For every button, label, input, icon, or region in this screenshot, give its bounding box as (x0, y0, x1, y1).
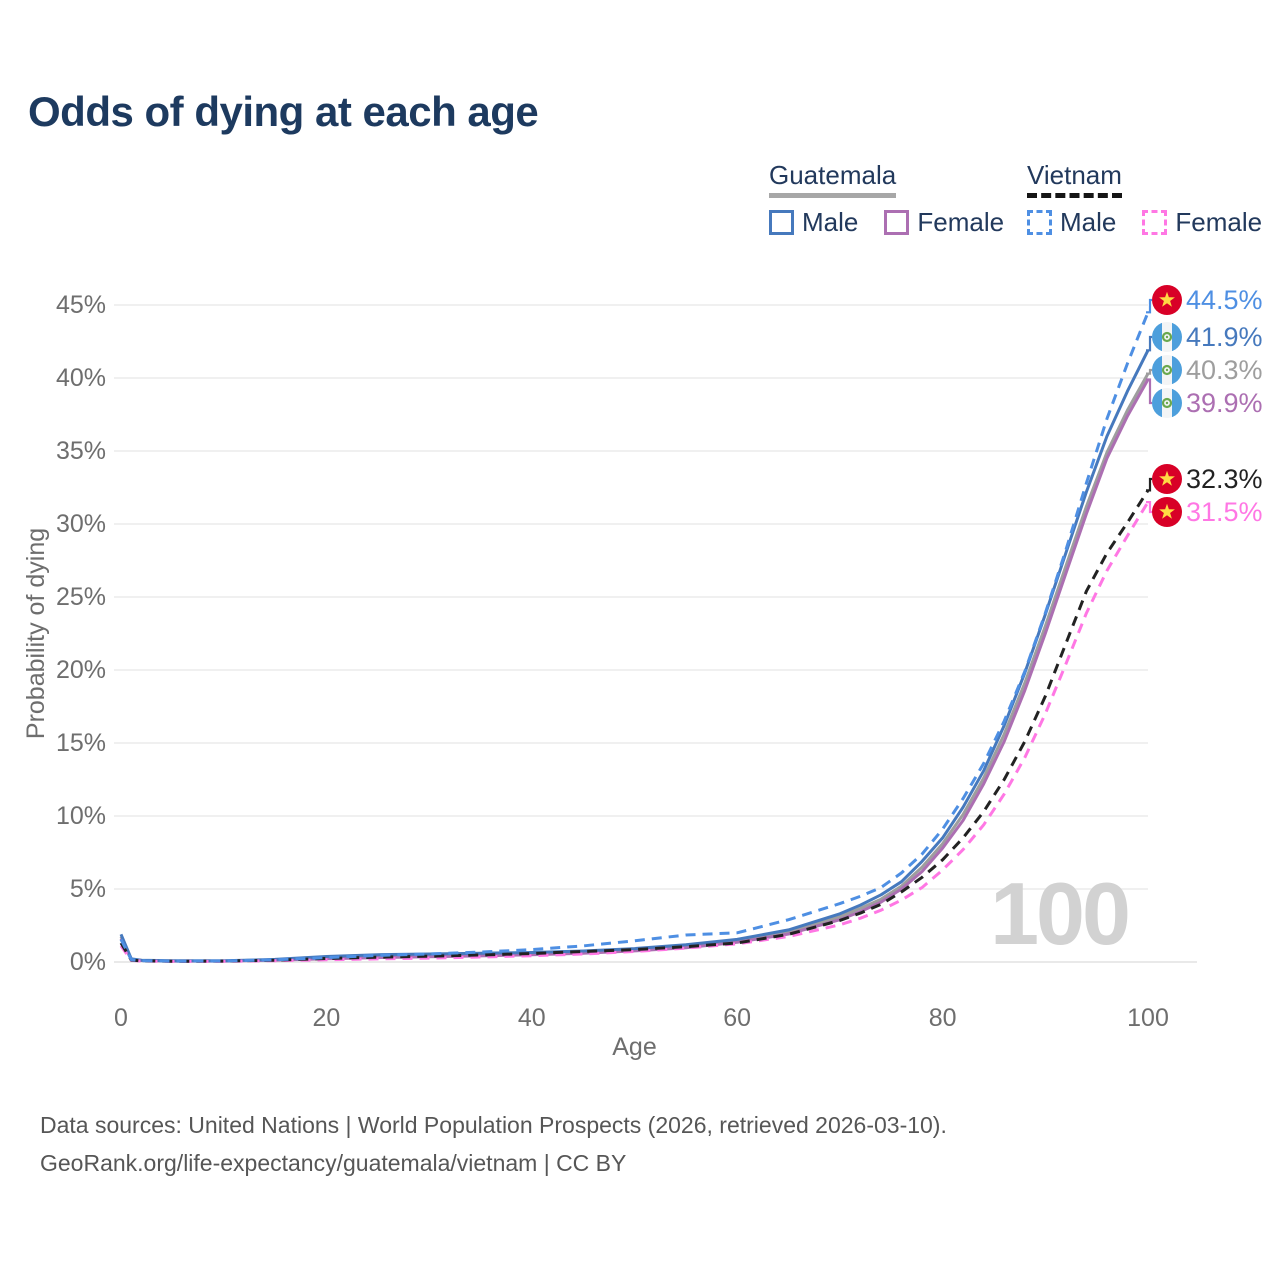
y-tick-label-25: 25% (56, 583, 106, 611)
y-tick-label-10: 10% (56, 802, 106, 830)
x-axis-title: Age (612, 1033, 656, 1061)
x-tick-label-100: 100 (1127, 1004, 1169, 1032)
data-sources-line1: Data sources: United Nations | World Pop… (40, 1112, 947, 1138)
end-label-vietnam-female: 31.5% (1186, 497, 1263, 527)
leader-line-guatemala-female (1146, 378, 1152, 405)
legend-label-vietnam-female[interactable]: Female (1175, 207, 1263, 237)
y-tick-label-5: 5% (70, 875, 106, 903)
guatemala-flag-icon (1152, 388, 1182, 418)
legend-label-guatemala-female[interactable]: Female (917, 207, 1005, 237)
vietnam-flag-icon (1152, 497, 1182, 527)
legend-label-vietnam-male[interactable]: Male (1060, 207, 1117, 237)
y-axis-title: Probability of dying (22, 528, 50, 739)
x-tick-label-0: 0 (114, 1004, 128, 1032)
y-tick-label-45: 45% (56, 291, 106, 319)
end-label-vietnam-total: 32.3% (1186, 464, 1263, 494)
leader-line-guatemala-total (1146, 368, 1152, 375)
legend-group-vietnam: Vietnam Male Female (1027, 160, 1280, 238)
page-title: Odds of dying at each age (28, 88, 539, 135)
legend-row-vietnam: Male Female (1027, 207, 1280, 238)
leader-line-guatemala-male (1146, 335, 1152, 352)
guatemala-flag-icon (1152, 355, 1182, 385)
x-tick-label-80: 80 (929, 1004, 957, 1032)
leader-line-vietnam-male (1146, 298, 1152, 314)
end-label-guatemala-total: 40.3% (1186, 355, 1263, 385)
data-sources-line2[interactable]: GeoRank.org/life-expectancy/guatemala/vi… (40, 1150, 627, 1176)
y-tick-label-20: 20% (56, 656, 106, 684)
end-label-vietnam-male: 44.5% (1186, 285, 1263, 315)
legend-row-guatemala: Male Female (769, 207, 1030, 238)
legend-swatch-guatemala-male[interactable] (769, 210, 794, 235)
y-tick-label-35: 35% (56, 437, 106, 465)
x-tick-label-40: 40 (518, 1004, 546, 1032)
legend-country-guatemala[interactable]: Guatemala (769, 160, 897, 198)
x-tick-label-20: 20 (312, 1004, 340, 1032)
legend-swatch-vietnam-female[interactable] (1142, 210, 1168, 235)
leader-line-vietnam-total (1146, 477, 1152, 492)
end-label-guatemala-female: 39.9% (1186, 388, 1263, 418)
y-tick-label-40: 40% (56, 364, 106, 392)
y-tick-label-15: 15% (56, 729, 106, 757)
legend-label-guatemala-male[interactable]: Male (802, 207, 859, 237)
vietnam-flag-icon (1152, 285, 1182, 315)
data-sources: Data sources: United Nations | World Pop… (40, 1106, 947, 1182)
series-line-vietnam-male[interactable] (119, 311, 1150, 963)
leader-line-vietnam-female (1146, 501, 1152, 514)
guatemala-flag-icon (1152, 322, 1182, 352)
end-label-guatemala-male: 41.9% (1186, 322, 1263, 352)
legend-group-guatemala: Guatemala Male Female (769, 160, 1030, 238)
y-tick-label-30: 30% (56, 510, 106, 538)
age-watermark: 100 (990, 864, 1128, 963)
legend-swatch-guatemala-female[interactable] (884, 210, 910, 235)
x-tick-label-60: 60 (723, 1004, 751, 1032)
legend-country-vietnam[interactable]: Vietnam (1027, 160, 1122, 198)
vietnam-flag-icon (1152, 464, 1182, 494)
y-tick-label-0: 0% (70, 948, 106, 976)
legend-swatch-vietnam-male[interactable] (1027, 210, 1052, 235)
